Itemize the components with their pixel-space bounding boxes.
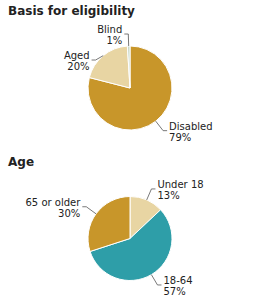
pie-slice <box>88 197 130 252</box>
chart-title: Basis for eligibility <box>8 4 135 18</box>
data-label: 57% <box>163 286 185 297</box>
leader-line <box>92 56 104 60</box>
slice-label: 65 or older <box>25 197 81 208</box>
slice-label: Blind <box>97 24 122 35</box>
data-label: 79% <box>169 132 191 143</box>
slice-label: Aged <box>64 50 90 61</box>
leader-line <box>156 121 167 130</box>
data-label: 20% <box>67 61 89 72</box>
slice-label: Under 18 <box>157 179 203 190</box>
slice-label: Disabled <box>169 121 212 132</box>
leader-line <box>147 189 156 200</box>
data-label: 1% <box>106 35 122 46</box>
pie-slice <box>89 46 130 88</box>
data-label: 30% <box>58 208 80 219</box>
leader-line <box>82 207 96 214</box>
slice-label: 18-64 <box>163 275 192 286</box>
pie-slice <box>127 46 130 88</box>
chart-title: Age <box>8 155 34 169</box>
leader-line <box>124 34 128 46</box>
pie-slice <box>88 46 172 130</box>
data-label: 13% <box>157 190 179 201</box>
pie-panel: Basis for eligibility Disabled79% Aged20% B… <box>8 4 213 143</box>
chart-root: Basis for eligibility Disabled79% Aged20% B… <box>0 0 259 301</box>
pie-panel: Age Under 1813% 18-6457% 65 or older30% <box>8 155 204 297</box>
leader-line <box>151 275 161 285</box>
